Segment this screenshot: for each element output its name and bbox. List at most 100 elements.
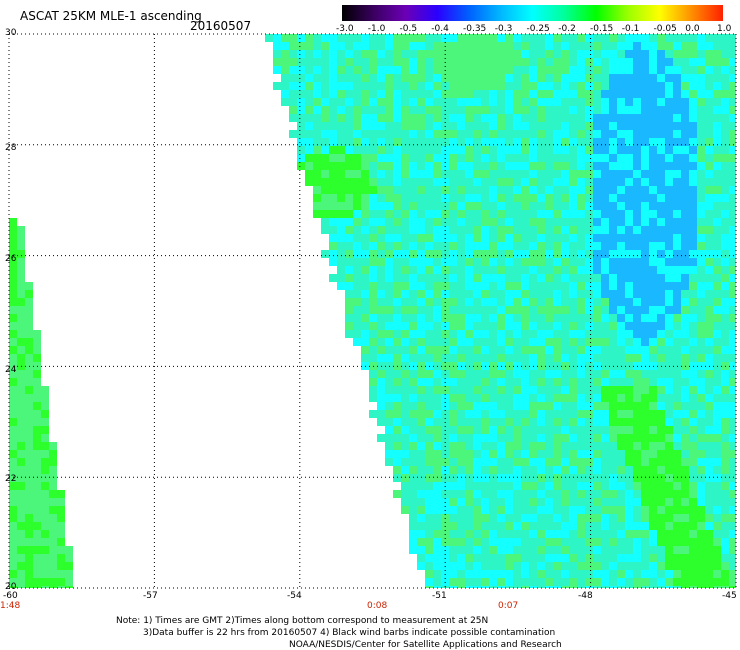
swath-cell <box>17 474 25 482</box>
swath-cell <box>561 370 569 378</box>
swath-cell <box>625 426 633 434</box>
swath-cell <box>457 146 465 154</box>
swath-cell <box>521 82 529 90</box>
swath-cell <box>289 42 297 50</box>
swath-cell <box>609 450 617 458</box>
swath-cell <box>337 250 345 258</box>
swath-cell <box>593 522 601 530</box>
swath-cell <box>553 290 561 298</box>
swath-cell <box>553 554 561 562</box>
swath-cell <box>473 394 481 402</box>
swath-cell <box>609 458 617 466</box>
swath-cell <box>305 130 313 138</box>
swath-cell <box>729 274 736 282</box>
swath-cell <box>577 290 585 298</box>
swath-cell <box>601 418 609 426</box>
swath-cell <box>649 234 657 242</box>
swath-cell <box>481 546 489 554</box>
swath-cell <box>25 522 33 530</box>
swath-cell <box>561 450 569 458</box>
swath-cell <box>601 586 609 588</box>
swath-cell <box>689 474 697 482</box>
swath-cell <box>601 42 609 50</box>
swath-cell <box>673 538 681 546</box>
swath-cell <box>417 354 425 362</box>
swath-cell <box>649 370 657 378</box>
swath-cell <box>361 34 369 42</box>
swath-cell <box>689 338 697 346</box>
swath-cell <box>361 226 369 234</box>
swath-cell <box>577 34 585 42</box>
swath-cell <box>617 546 625 554</box>
swath-cell <box>585 514 593 522</box>
pass-time-1: 1:48 <box>0 601 21 611</box>
swath-cell <box>625 314 633 322</box>
swath-cell <box>617 538 625 546</box>
swath-cell <box>713 498 721 506</box>
swath-cell <box>641 258 649 266</box>
swath-cell <box>577 322 585 330</box>
swath-cell <box>673 378 681 386</box>
swath-cell <box>617 298 625 306</box>
swath-cell <box>713 122 721 130</box>
swath-cell <box>657 266 665 274</box>
swath-cell <box>393 314 401 322</box>
swath-cell <box>729 506 736 514</box>
swath-cell <box>713 66 721 74</box>
swath-cell <box>433 386 441 394</box>
swath-cell <box>313 58 321 66</box>
swath-cell <box>473 314 481 322</box>
swath-cell <box>657 42 665 50</box>
swath-cell <box>609 50 617 58</box>
swath-cell <box>617 570 625 578</box>
swath-cell <box>25 410 33 418</box>
swath-cell <box>465 74 473 82</box>
swath-cell <box>641 170 649 178</box>
swath-cell <box>481 218 489 226</box>
swath-cell <box>585 402 593 410</box>
swath-cell <box>505 530 513 538</box>
swath-cell <box>497 170 505 178</box>
swath-cell <box>465 538 473 546</box>
swath-cell <box>513 442 521 450</box>
swath-cell <box>521 146 529 154</box>
swath-cell <box>401 282 409 290</box>
swath-cell <box>473 434 481 442</box>
swath-cell <box>473 34 481 42</box>
colorbar-tick-label: 0.0 <box>685 24 700 34</box>
swath-cell <box>553 130 561 138</box>
swath-cell <box>649 154 657 162</box>
swath-cell <box>569 370 577 378</box>
swath-cell <box>721 90 729 98</box>
swath-cell <box>409 330 417 338</box>
swath-cell <box>657 50 665 58</box>
swath-cell <box>641 354 649 362</box>
swath-cell <box>393 410 401 418</box>
swath-cell <box>609 498 617 506</box>
swath-cell <box>273 82 281 90</box>
swath-cell <box>665 314 673 322</box>
swath-cell <box>673 266 681 274</box>
swath-cell <box>529 586 537 588</box>
swath-cell <box>473 562 481 570</box>
swath-cell <box>649 258 657 266</box>
swath-cell <box>697 562 705 570</box>
swath-cell <box>465 322 473 330</box>
swath-cell <box>673 218 681 226</box>
swath-cell <box>569 514 577 522</box>
swath-cell <box>369 170 377 178</box>
swath-cell <box>425 554 433 562</box>
swath-cell <box>729 458 736 466</box>
swath-cell <box>729 50 736 58</box>
swath-cell <box>41 426 49 434</box>
swath-cell <box>673 394 681 402</box>
swath-cell <box>65 546 73 554</box>
swath-cell <box>9 426 17 434</box>
swath-cell <box>489 498 497 506</box>
swath-cell <box>713 450 721 458</box>
swath-cell <box>537 74 545 82</box>
swath-cell <box>625 562 633 570</box>
swath-cell <box>417 274 425 282</box>
swath-cell <box>497 418 505 426</box>
map-date: 20160507 <box>190 19 252 33</box>
